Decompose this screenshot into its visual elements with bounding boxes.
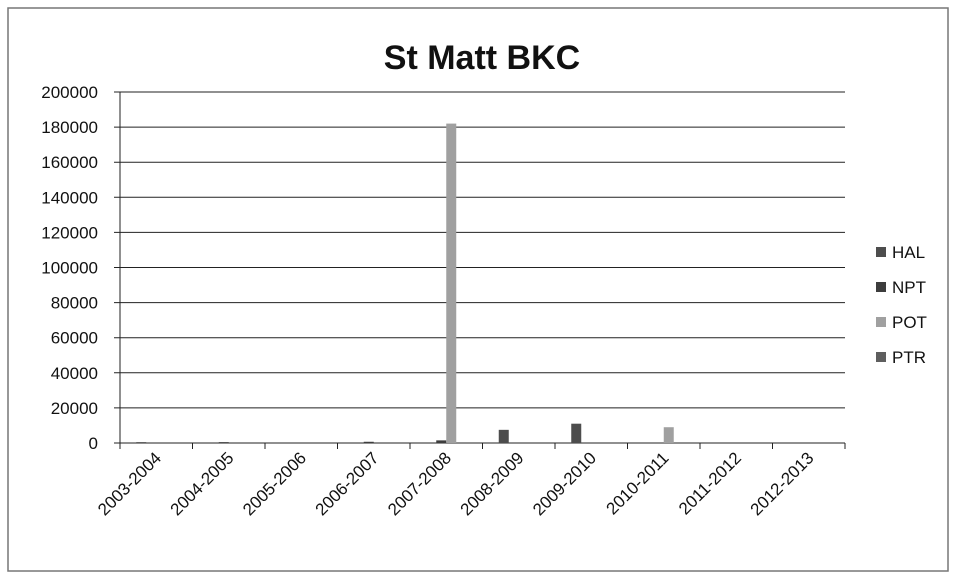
legend-swatch: [876, 282, 886, 292]
y-tick-label: 200000: [41, 83, 98, 102]
bar: [436, 440, 447, 443]
legend-label: PTR: [892, 348, 926, 367]
y-tick-label: 20000: [51, 399, 98, 418]
y-tick-label: 80000: [51, 294, 98, 313]
y-tick-label: 60000: [51, 329, 98, 348]
bar: [663, 427, 674, 443]
bar: [136, 442, 147, 443]
y-tick-label: 40000: [51, 364, 98, 383]
y-tick-label: 120000: [41, 223, 98, 242]
y-tick-label: 0: [89, 434, 98, 453]
legend-label: HAL: [892, 243, 925, 262]
y-tick-label: 160000: [41, 153, 98, 172]
chart-title: St Matt BKC: [384, 39, 580, 77]
y-tick-label: 140000: [41, 188, 98, 207]
bar: [218, 442, 229, 443]
chart-border: [7, 7, 949, 572]
bar: [363, 441, 374, 443]
y-tick-label: 180000: [41, 118, 98, 137]
legend-swatch: [876, 352, 886, 362]
y-tick-label: 100000: [41, 259, 98, 278]
legend-swatch: [876, 317, 886, 327]
legend-label: NPT: [892, 278, 926, 297]
bar: [571, 423, 582, 443]
bar: [498, 429, 509, 443]
legend-label: POT: [892, 313, 927, 332]
bar: [446, 123, 457, 443]
legend-swatch: [876, 247, 886, 257]
